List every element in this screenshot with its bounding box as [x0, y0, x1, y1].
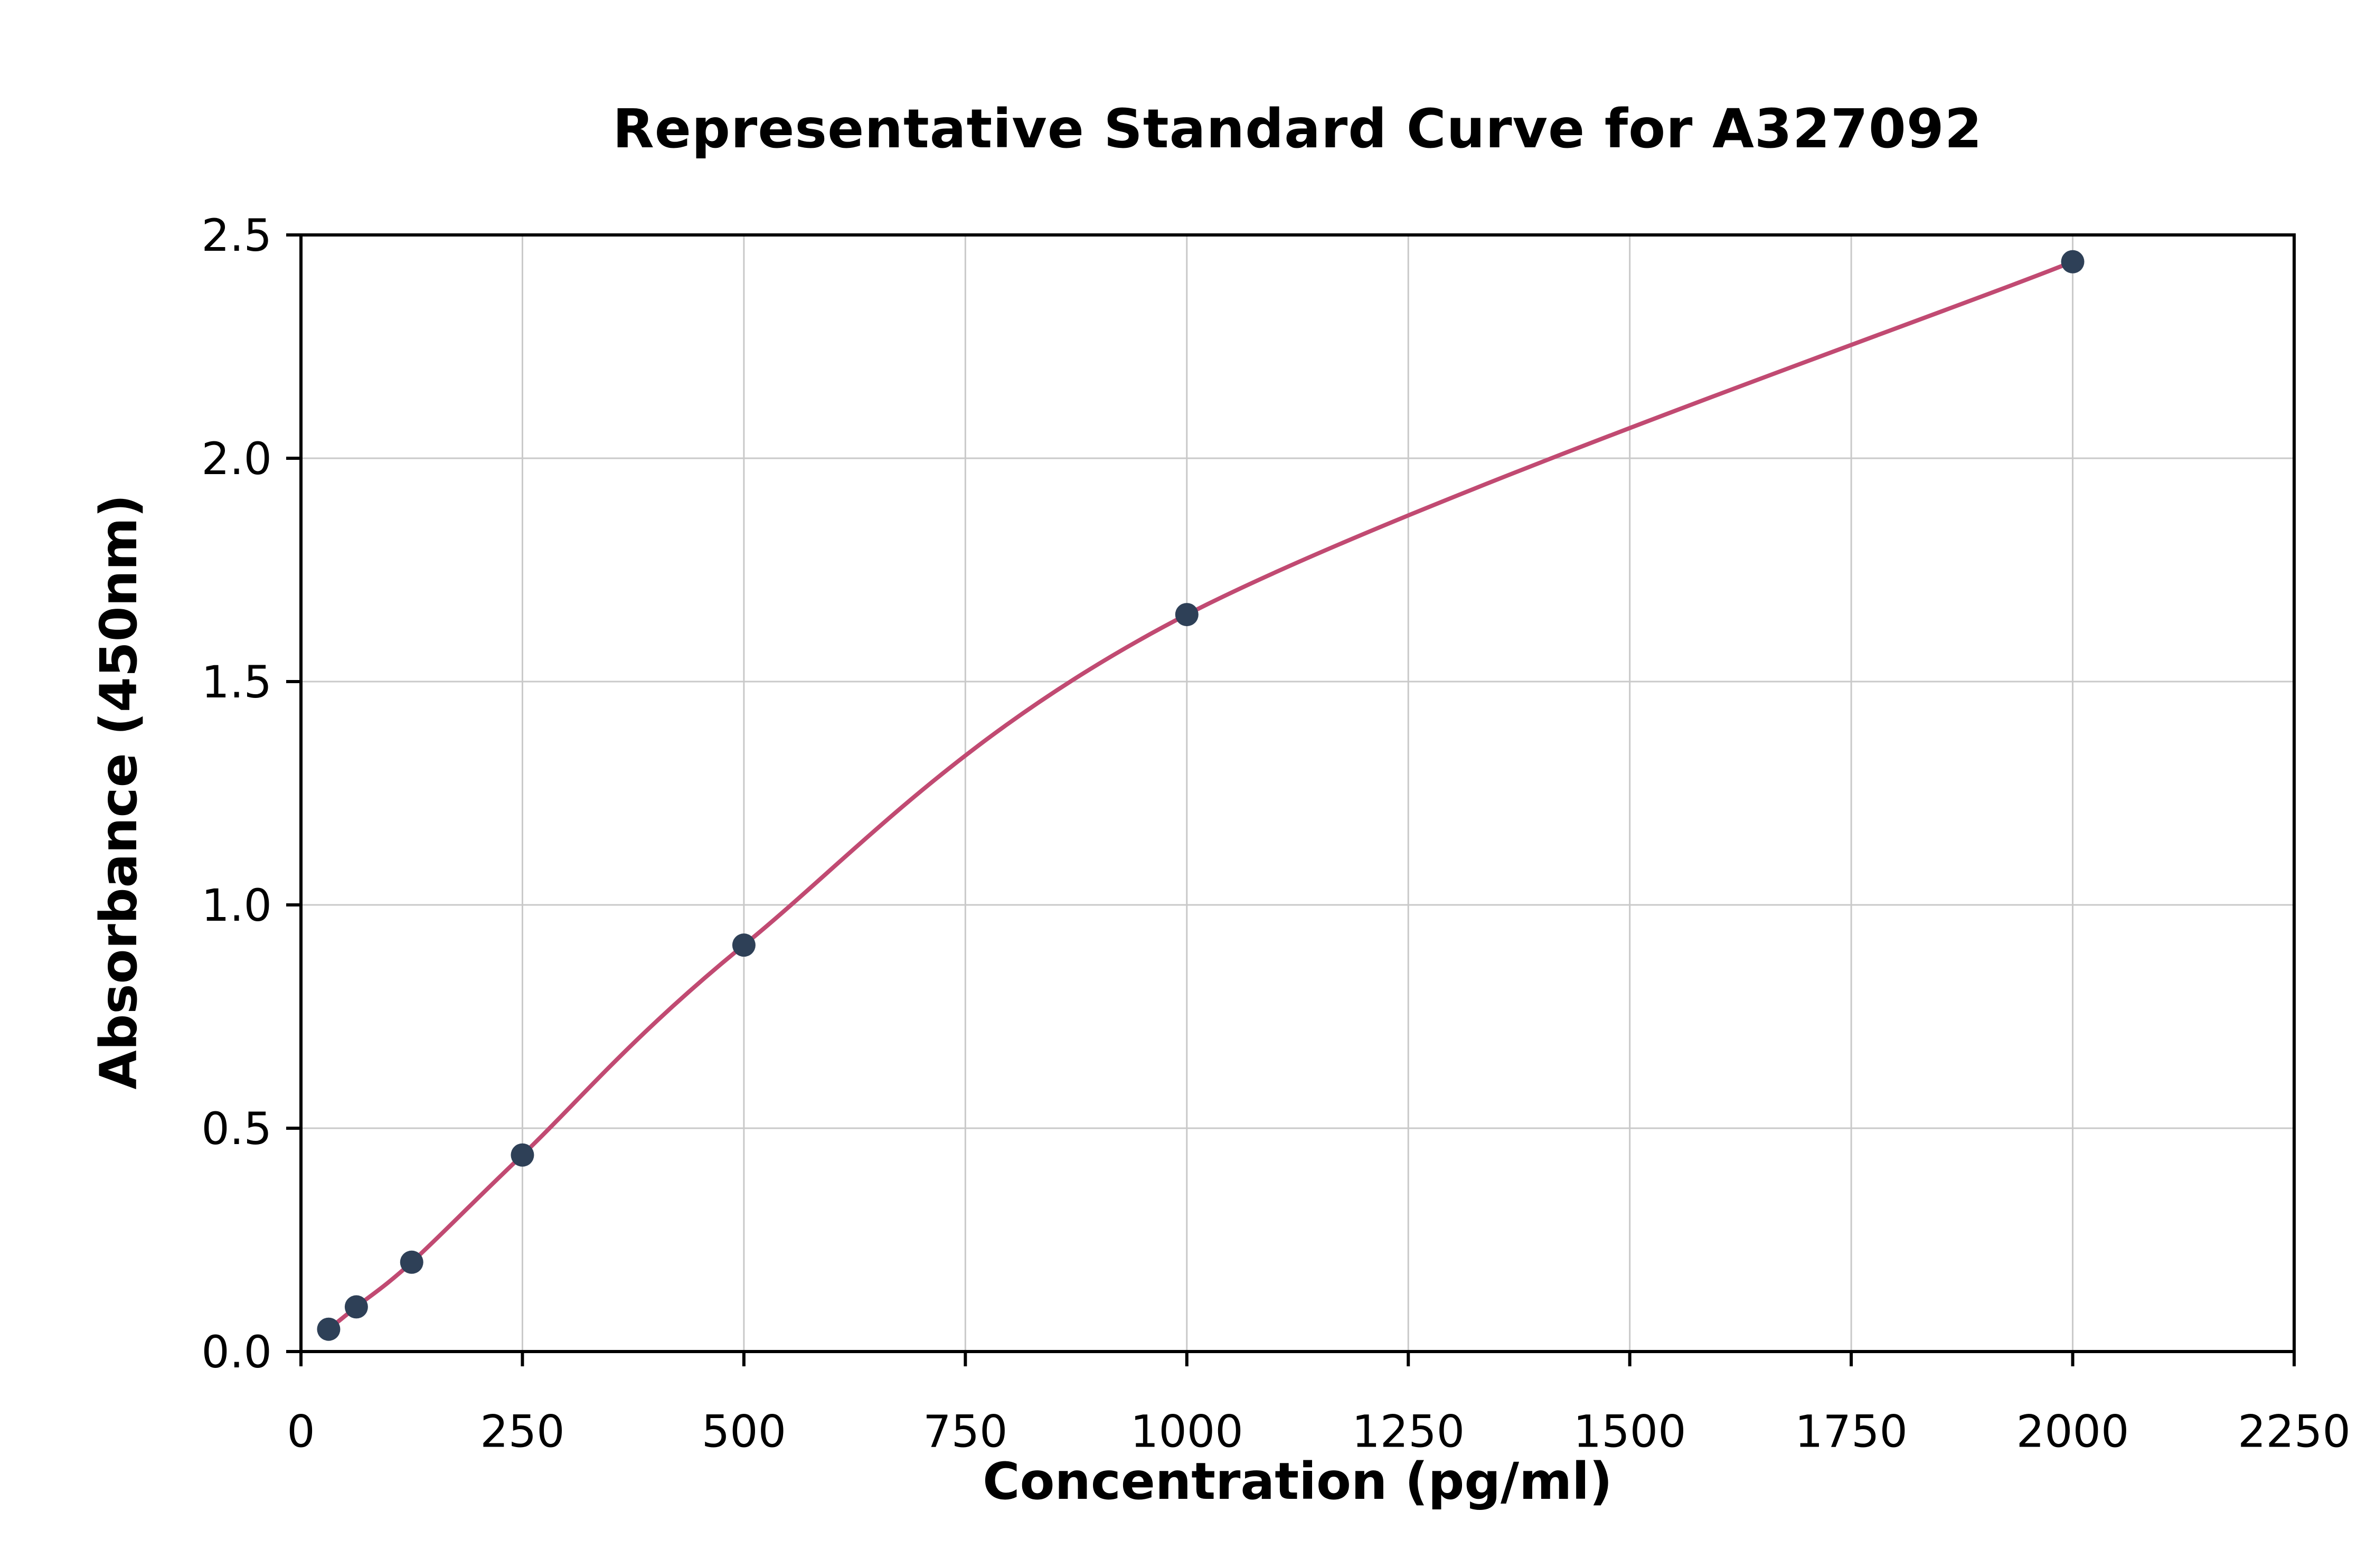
x-tick-label: 1500 — [1573, 1405, 1686, 1457]
data-point-marker — [732, 933, 756, 957]
x-axis-label: Concentration (pg/ml) — [983, 1452, 1613, 1511]
x-tick-label: 1250 — [1352, 1405, 1465, 1457]
x-tick-label: 500 — [702, 1405, 786, 1457]
y-tick-label: 1.0 — [201, 880, 272, 931]
y-tick-label: 0.5 — [201, 1103, 272, 1155]
y-tick-label: 2.0 — [201, 433, 272, 485]
x-tick-label: 750 — [923, 1405, 1007, 1457]
axes-spines — [299, 233, 2296, 1353]
y-axis-label: Absorbance (450nm) — [89, 494, 148, 1090]
y-tick-label: 0.0 — [201, 1326, 272, 1378]
x-tick-label: 2250 — [2238, 1405, 2351, 1457]
data-point-marker — [344, 1295, 368, 1319]
y-tick-label: 1.5 — [201, 656, 272, 708]
data-point-marker — [317, 1317, 341, 1341]
chart-title: Representative Standard Curve for A32709… — [612, 98, 1983, 160]
y-tick-label: 2.5 — [201, 210, 272, 261]
data-point-marker — [2061, 250, 2085, 273]
x-tick-label: 1000 — [1130, 1405, 1243, 1457]
data-point-marker — [1175, 603, 1199, 627]
x-tick-label: 1750 — [1795, 1405, 1908, 1457]
x-tick-label: 2000 — [2016, 1405, 2129, 1457]
data-point-marker — [400, 1250, 423, 1274]
standard-curve-line — [327, 260, 2074, 1331]
x-tick-label: 0 — [287, 1405, 315, 1457]
x-tick-label: 250 — [480, 1405, 564, 1457]
data-point-marker — [511, 1143, 534, 1167]
